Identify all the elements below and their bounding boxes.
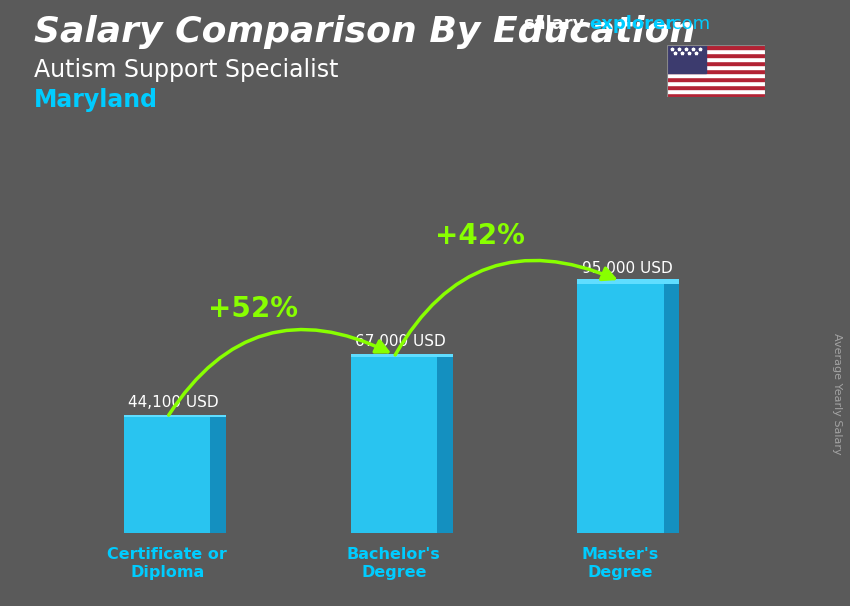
Text: Maryland: Maryland [34, 88, 158, 112]
Bar [124, 418, 210, 533]
Bar [667, 50, 765, 53]
Bar [667, 73, 765, 77]
Bar [664, 284, 679, 533]
Bar [667, 45, 706, 73]
Bar [667, 65, 765, 69]
Bar [351, 358, 437, 533]
Bar [667, 61, 765, 65]
Text: 44,100 USD: 44,100 USD [128, 395, 219, 410]
Bar [577, 284, 664, 533]
Text: .com: .com [666, 15, 711, 33]
Bar [667, 69, 765, 73]
Bar [667, 58, 765, 61]
Bar [667, 93, 765, 97]
Bar [351, 354, 453, 358]
Text: Autism Support Specialist: Autism Support Specialist [34, 58, 338, 82]
Text: salary: salary [523, 15, 584, 33]
Bar [437, 358, 453, 533]
Text: +52%: +52% [208, 295, 298, 323]
Bar [210, 418, 226, 533]
Bar [667, 89, 765, 93]
Bar [124, 415, 226, 418]
Text: Average Yearly Salary: Average Yearly Salary [832, 333, 842, 454]
Bar [577, 279, 679, 284]
Text: +42%: +42% [435, 222, 525, 250]
Text: 95,000 USD: 95,000 USD [581, 261, 672, 276]
Bar [667, 45, 765, 50]
Text: 67,000 USD: 67,000 USD [355, 335, 445, 350]
Text: Salary Comparison By Education: Salary Comparison By Education [34, 15, 695, 49]
Bar [667, 77, 765, 81]
Text: explorer: explorer [589, 15, 674, 33]
Bar [667, 53, 765, 58]
Bar [667, 81, 765, 85]
Bar [667, 85, 765, 89]
